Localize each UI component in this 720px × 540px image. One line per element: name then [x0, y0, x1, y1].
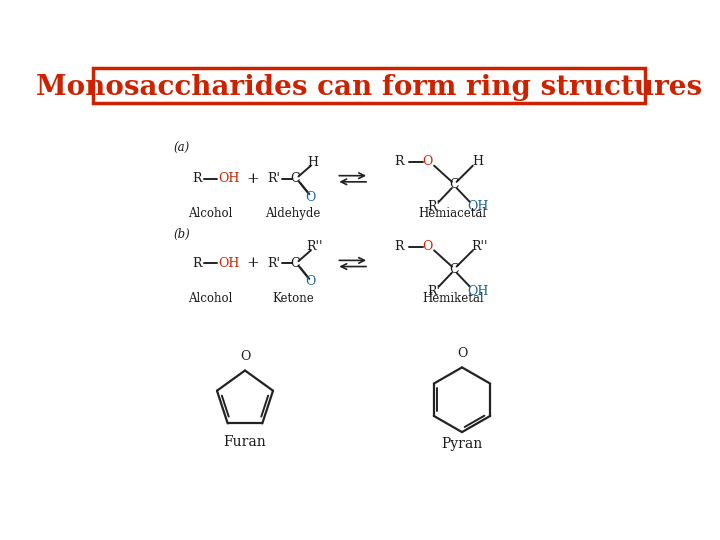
- Text: O: O: [306, 191, 316, 204]
- Text: Pyran: Pyran: [441, 437, 482, 451]
- Text: C: C: [449, 263, 459, 276]
- Text: R'': R'': [307, 240, 323, 253]
- Text: R: R: [192, 172, 202, 185]
- Text: (b): (b): [174, 228, 191, 241]
- Text: +: +: [246, 256, 259, 271]
- Text: O: O: [456, 347, 467, 360]
- Text: Aldehyde: Aldehyde: [266, 207, 320, 220]
- Text: C: C: [291, 172, 300, 185]
- Text: H: H: [307, 156, 319, 169]
- Text: (a): (a): [174, 141, 190, 154]
- Text: C: C: [291, 257, 300, 270]
- Text: H: H: [472, 156, 483, 168]
- Text: R: R: [395, 240, 404, 253]
- Text: O: O: [423, 156, 433, 168]
- Text: R: R: [395, 156, 404, 168]
- Text: +: +: [246, 172, 259, 186]
- Text: Hemiketal: Hemiketal: [422, 292, 484, 305]
- Text: Furan: Furan: [224, 435, 266, 449]
- Text: O: O: [306, 275, 316, 288]
- Text: R': R': [427, 285, 440, 298]
- Text: O: O: [423, 240, 433, 253]
- Text: C: C: [449, 178, 459, 191]
- Text: OH: OH: [467, 200, 488, 213]
- Text: R'': R'': [471, 240, 487, 253]
- Text: Monosaccharides can form ring structures: Monosaccharides can form ring structures: [36, 75, 702, 102]
- Text: R': R': [268, 172, 281, 185]
- Text: OH: OH: [467, 285, 488, 298]
- Text: Alcohol: Alcohol: [188, 292, 233, 305]
- Text: Ketone: Ketone: [272, 292, 314, 305]
- Text: Hemiacetal: Hemiacetal: [418, 207, 487, 220]
- Text: R': R': [268, 257, 281, 270]
- Text: Alcohol: Alcohol: [188, 207, 233, 220]
- Text: O: O: [240, 350, 250, 363]
- Text: R: R: [192, 257, 202, 270]
- Text: OH: OH: [218, 257, 239, 270]
- Text: R': R': [427, 200, 440, 213]
- Text: OH: OH: [218, 172, 239, 185]
- FancyBboxPatch shape: [93, 68, 645, 103]
